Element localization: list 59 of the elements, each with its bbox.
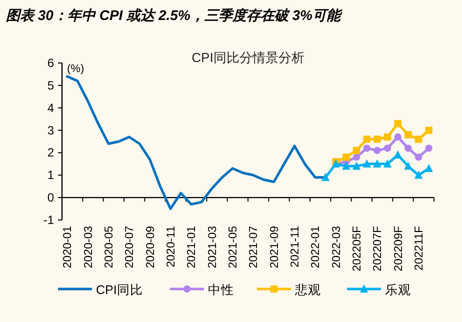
point — [414, 170, 423, 179]
point — [383, 159, 392, 168]
x-tick-label: 2021-05 — [228, 226, 240, 268]
chart-subtitle: CPI同比分情景分析 — [192, 50, 304, 65]
legend-label: 悲观 — [294, 283, 321, 297]
x-tick-label: 2022-03 — [330, 226, 343, 268]
x-tick-label: 202207F — [372, 226, 384, 272]
point — [363, 144, 370, 152]
legend-label: 乐观 — [385, 283, 411, 297]
point — [384, 133, 392, 141]
point — [394, 133, 402, 141]
point — [374, 146, 381, 154]
y-tick-label: 1 — [47, 168, 54, 182]
point — [394, 120, 402, 128]
x-tick-label: 2021-11 — [290, 226, 302, 268]
x-tick-label: 2020-05 — [104, 226, 116, 268]
y-tick-label: 2 — [47, 146, 54, 160]
y-tick-label: 5 — [47, 78, 54, 92]
y-tick-label: -1 — [43, 213, 54, 227]
x-tick-label: 2021-03 — [206, 226, 219, 268]
y-tick-label: 0 — [47, 190, 54, 205]
point — [414, 154, 422, 161]
point — [404, 144, 412, 152]
y-tick-label: 4 — [47, 100, 54, 115]
y-tick-label: 6 — [47, 56, 54, 70]
legend-label: 中性 — [208, 283, 234, 297]
point — [352, 154, 360, 161]
x-tick-label: 2022-01 — [310, 226, 322, 268]
point — [342, 162, 350, 170]
point — [352, 146, 360, 154]
point — [425, 144, 432, 152]
x-tick-label: 2021-07 — [248, 226, 260, 268]
point — [384, 144, 392, 152]
x-tick-label: 2020-09 — [144, 226, 157, 268]
x-tick-label: 2021-09 — [268, 226, 281, 268]
x-tick-label: 2020-03 — [82, 226, 95, 268]
x-tick-label: 2021-01 — [186, 226, 198, 268]
point — [363, 136, 370, 143]
point — [374, 136, 381, 143]
x-tick-label: 202209F — [392, 226, 405, 272]
point — [425, 126, 432, 134]
point — [404, 131, 412, 138]
y-axis-title: (%) — [67, 63, 84, 75]
point — [342, 154, 350, 161]
point — [362, 159, 371, 168]
x-tick-label: 2020-11 — [166, 226, 178, 268]
point — [321, 172, 330, 181]
x-tick-label: 202211F — [414, 226, 426, 271]
point — [424, 164, 433, 172]
point — [373, 159, 382, 168]
point — [352, 162, 361, 170]
legend-label: CPI同比 — [96, 283, 143, 297]
y-tick-label: 3 — [47, 123, 54, 138]
x-tick-label: 2020-07 — [124, 226, 136, 268]
x-tick-label: 202205F — [352, 226, 364, 272]
point — [404, 162, 412, 170]
x-tick-label: 2020-01 — [62, 226, 74, 268]
point — [414, 136, 422, 143]
chart-title: 图表 30：年中 CPI 或达 2.5%，三季度存在破 3%可能 — [6, 7, 343, 23]
